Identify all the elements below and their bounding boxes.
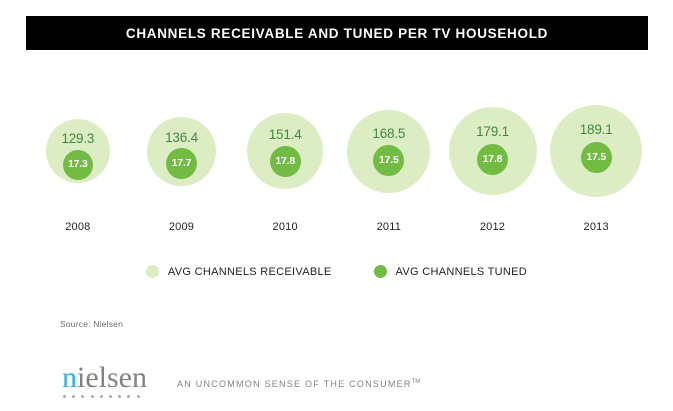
bubble-stack: 179.1 17.8 [438, 90, 548, 212]
bubble-stack: 151.4 17.8 [230, 90, 340, 212]
footer: nielsen AN UNCOMMON SENSE OF THE CONSUME… [62, 361, 420, 398]
tuned-value-label: 17.8 [482, 152, 503, 165]
chart-legend: AVG CHANNELS RECEIVABLE AVG CHANNELS TUNE… [0, 265, 673, 278]
year-axis-label: 2009 [168, 221, 195, 233]
bubble-group[interactable]: 168.5 17.5 2011 [334, 78, 444, 233]
outer-bubble-receivable[interactable]: 179.1 17.8 [448, 107, 537, 195]
nielsen-wordmark: nielsen [62, 361, 160, 394]
inner-bubble-tuned[interactable]: 17.8 [269, 145, 301, 177]
tuned-value-label: 17.7 [171, 157, 192, 170]
receivable-value-label: 189.1 [579, 122, 613, 137]
logo-dot [81, 395, 85, 398]
receivable-value-label: 179.1 [476, 124, 509, 139]
inner-bubble-tuned[interactable]: 17.8 [477, 143, 508, 175]
inner-bubble-tuned[interactable]: 17.5 [373, 145, 405, 176]
bubble-chart: 129.3 17.3 2008 136.4 17.7 2009 151.4 17.8 2010 1… [26, 78, 648, 233]
legend-swatch-receivable-icon [145, 265, 159, 278]
bubble-group[interactable]: 179.1 17.8 2012 [438, 78, 548, 233]
outer-bubble-receivable[interactable]: 168.5 17.5 [347, 109, 431, 193]
year-axis-label: 2008 [65, 221, 91, 233]
year-axis-label: 2010 [272, 221, 298, 233]
bubble-stack: 129.3 17.3 [23, 90, 133, 212]
receivable-value-label: 151.4 [268, 127, 302, 142]
year-axis-label: 2012 [479, 221, 506, 233]
tuned-value-label: 17.5 [379, 154, 399, 167]
outer-bubble-receivable[interactable]: 189.1 17.5 [550, 105, 643, 197]
nielsen-tagline: AN UNCOMMON SENSE OF THE CONSUMERTM [177, 379, 420, 389]
logo-dot [118, 395, 122, 398]
logo-dot [127, 395, 131, 398]
receivable-value-label: 129.3 [61, 131, 95, 146]
tuned-value-label: 17.5 [586, 150, 606, 163]
year-axis-label: 2013 [583, 221, 609, 233]
legend-item[interactable]: AVG CHANNELS TUNED [373, 265, 528, 278]
bubble-group[interactable]: 151.4 17.8 2010 [230, 78, 340, 233]
logo-dot [136, 395, 140, 398]
chart-title-banner: CHANNELS RECEIVABLE AND TUNED PER TV HOU… [26, 16, 648, 50]
bubble-stack: 136.4 17.7 [127, 90, 237, 212]
bubble-group[interactable]: 129.3 17.3 2008 [23, 78, 133, 233]
logo-dot [90, 395, 94, 398]
legend-swatch-tuned-icon [373, 265, 387, 278]
tuned-value-label: 17.3 [68, 158, 88, 171]
year-axis-label: 2011 [376, 221, 402, 233]
nielsen-logo-dots [62, 395, 160, 398]
source-note: Source: Nielsen [60, 319, 124, 329]
receivable-value-label: 168.5 [372, 125, 406, 141]
inner-bubble-tuned[interactable]: 17.5 [580, 141, 612, 173]
bubble-group[interactable]: 136.4 17.7 2009 [127, 78, 237, 233]
nielsen-logo: nielsen [62, 361, 160, 398]
inner-bubble-tuned[interactable]: 17.7 [166, 148, 197, 179]
tagline-text: AN UNCOMMON SENSE OF THE CONSUMER [177, 379, 412, 389]
receivable-value-label: 136.4 [165, 129, 198, 145]
nielsen-logo-rest: ielsen [77, 361, 147, 394]
logo-dot [72, 395, 76, 398]
legend-label: AVG CHANNELS RECEIVABLE [167, 265, 332, 278]
bubble-group[interactable]: 189.1 17.5 2013 [541, 78, 651, 233]
outer-bubble-receivable[interactable]: 129.3 17.3 [45, 119, 110, 183]
legend-item[interactable]: AVG CHANNELS RECEIVABLE [145, 265, 332, 278]
inner-bubble-tuned[interactable]: 17.3 [62, 149, 93, 180]
outer-bubble-receivable[interactable]: 151.4 17.8 [247, 113, 324, 189]
logo-dot [63, 395, 66, 398]
logo-dot [99, 395, 103, 398]
bubble-stack: 189.1 17.5 [541, 90, 651, 212]
nielsen-logo-initial: n [62, 361, 77, 394]
logo-dot [108, 395, 112, 398]
page-title: CHANNELS RECEIVABLE AND TUNED PER TV HOU… [125, 25, 549, 41]
tuned-value-label: 17.8 [275, 154, 295, 167]
bubble-stack: 168.5 17.5 [334, 90, 444, 212]
outer-bubble-receivable[interactable]: 136.4 17.7 [147, 116, 216, 186]
legend-label: AVG CHANNELS TUNED [395, 265, 528, 278]
trademark-symbol: TM [411, 379, 421, 385]
